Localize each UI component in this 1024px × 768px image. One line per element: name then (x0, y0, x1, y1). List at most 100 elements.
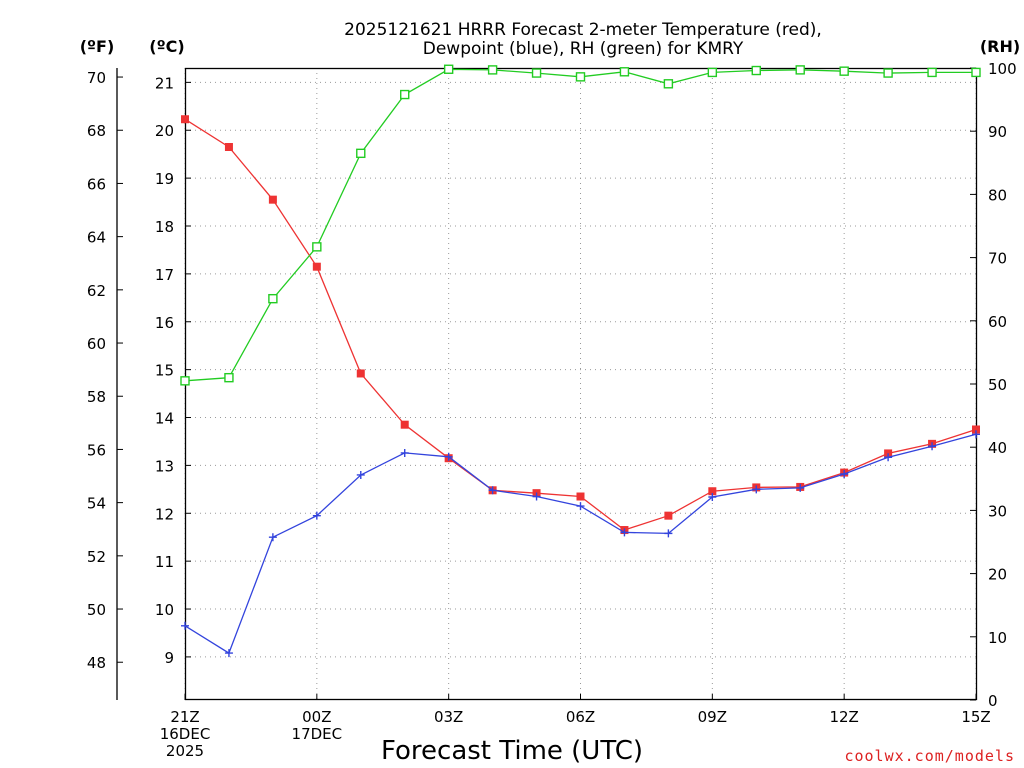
celsius-tick-label: 14 (155, 410, 174, 428)
celsius-unit-label: (ºC) (149, 37, 184, 56)
temperature-point (576, 492, 585, 501)
dewpoint-point (972, 430, 980, 439)
chart-title-line-1: 2025121621 HRRR Forecast 2-meter Tempera… (344, 20, 822, 40)
celsius-tick-label: 20 (155, 122, 174, 140)
temperature-point (400, 420, 409, 429)
dewpoint-point (488, 486, 497, 495)
fahrenheit-tick-label: 56 (87, 441, 106, 459)
fahrenheit-tick-label: 54 (87, 495, 106, 513)
rh-tick-label: 20 (988, 566, 1007, 584)
dewpoint-point (356, 470, 365, 479)
x-tick-label: 00Z (302, 708, 331, 726)
rh-point (180, 376, 190, 386)
dewpoint-point (752, 485, 761, 494)
rh-point (839, 66, 849, 76)
rh-point (312, 242, 322, 252)
dewpoint-point (268, 533, 277, 542)
rh-point (487, 65, 498, 75)
fahrenheit-unit-label: (ºF) (80, 37, 115, 56)
rh-tick-label: 80 (988, 186, 1007, 204)
dewpoint-point (312, 511, 321, 520)
temperature-point (356, 369, 365, 378)
fahrenheit-tick-label: 50 (87, 601, 106, 619)
rh-tick-label: 100 (988, 60, 1017, 78)
x-axis-title: Forecast Time (UTC) (381, 736, 643, 766)
celsius-tick-label: 9 (164, 649, 174, 667)
fahrenheit-tick-label: 66 (87, 175, 106, 193)
celsius-tick-label: 12 (155, 505, 174, 523)
dewpoint-point (224, 649, 233, 658)
dewpoint-point (181, 621, 189, 630)
rh-point (575, 72, 586, 82)
rh-point (927, 67, 937, 78)
rh-point (224, 372, 234, 383)
rh-point (707, 67, 718, 78)
dewpoint-point (532, 492, 541, 501)
temperature-point (224, 143, 233, 151)
rh-point (795, 65, 805, 75)
rh-point (356, 148, 366, 159)
x-tick-label: 12Z (829, 708, 858, 726)
x-tick-label: 17DEC (292, 725, 343, 743)
temperature-point (268, 195, 277, 204)
rh-tick-label: 60 (988, 313, 1007, 331)
celsius-tick-label: 13 (155, 457, 174, 475)
rh-point (663, 79, 674, 89)
fahrenheit-tick-label: 62 (87, 282, 106, 300)
rh-point (971, 67, 981, 78)
rh-tick-label: 70 (988, 250, 1007, 268)
fahrenheit-tick-label: 52 (87, 548, 106, 566)
rh-tick-label: 40 (988, 439, 1007, 457)
fahrenheit-tick-label: 60 (87, 335, 106, 353)
rh-point (531, 68, 542, 78)
rh-point (619, 67, 630, 77)
celsius-tick-label: 18 (155, 218, 174, 236)
dewpoint-point (708, 492, 717, 501)
tick-labels: 9 10 11 12 13 14 15 16 17 18 19 20 21 48 50 52 54 56 58 60 6… (87, 60, 1017, 760)
dewpoint-point (796, 483, 805, 492)
celsius-tick-label: 21 (155, 74, 174, 92)
temperature-point (181, 115, 189, 124)
rh-tick-label: 10 (988, 629, 1007, 647)
dewpoint-point (664, 529, 673, 538)
dewpoint-point (400, 448, 409, 457)
x-tick-label: 15Z (961, 708, 990, 726)
fahrenheit-tick-label: 58 (87, 388, 106, 406)
temperature-point (664, 511, 673, 520)
rh-point (751, 65, 761, 76)
rh-tick-label: 0 (988, 692, 998, 710)
dewpoint-point (444, 452, 453, 461)
celsius-tick-label: 10 (155, 601, 174, 619)
x-tick-label: 03Z (434, 708, 463, 726)
temperature-point (312, 262, 321, 271)
credit-label: coolwx.com/models (844, 747, 1015, 765)
fahrenheit-tick-label: 64 (87, 229, 106, 247)
rh-unit-label: (RH) (980, 37, 1020, 56)
dewpoint-point (928, 442, 937, 451)
x-tick-label: 21Z (170, 708, 199, 726)
temperature-point (972, 425, 980, 434)
rh-tick-label: 50 (988, 376, 1007, 394)
celsius-tick-label: 19 (155, 170, 174, 188)
rh-point (883, 68, 893, 78)
fahrenheit-tick-label: 48 (87, 654, 106, 672)
series (180, 64, 981, 658)
celsius-tick-label: 15 (155, 362, 174, 380)
x-tick-label: 16DEC (160, 725, 211, 743)
dewpoint-point (840, 470, 849, 479)
rh-point (400, 89, 410, 100)
rh-tick-label: 30 (988, 502, 1007, 520)
dewpoint-point (884, 453, 893, 462)
x-tick-label: 09Z (698, 708, 727, 726)
temperature-point (708, 487, 717, 496)
fahrenheit-tick-label: 68 (87, 122, 106, 140)
celsius-tick-label: 11 (155, 553, 174, 571)
dewpoint-point (620, 528, 629, 537)
chart-title-line-2: Dewpoint (blue), RH (green) for KMRY (423, 39, 744, 59)
x-tick-label: 2025 (166, 742, 204, 760)
dewpoint-point (576, 502, 585, 511)
celsius-tick-label: 17 (155, 266, 174, 284)
rh-tick-label: 90 (988, 123, 1007, 141)
